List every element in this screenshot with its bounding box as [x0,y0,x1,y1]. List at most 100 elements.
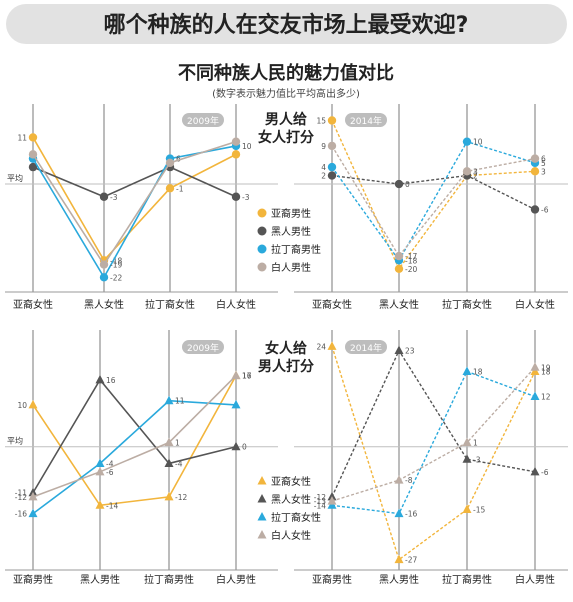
data-point [231,370,241,380]
data-label: 9 [321,142,326,151]
data-label: -3 [473,455,481,464]
data-point [28,508,38,518]
data-point [394,508,404,518]
data-label: 2 [321,172,326,181]
data-label: -20 [405,265,417,274]
data-point [327,116,337,125]
data-point [28,150,38,159]
data-label: -14 [106,501,118,510]
data-point [462,504,472,513]
category-tick-label: 拉丁裔男性 [144,573,194,586]
data-label: 1 [175,439,180,448]
data-label: 10 [242,142,252,151]
data-point [28,491,38,501]
data-point [28,162,38,172]
data-label: -12 [314,493,326,502]
data-label: -6 [106,468,114,477]
category-tick-label: 亚裔女性 [13,298,53,311]
data-label: 0 [405,180,410,189]
series-line [32,399,237,515]
series-line [331,366,536,502]
data-point [231,399,241,409]
data-label: -16 [405,510,417,519]
data-label: 17 [242,372,252,381]
legend-marker [257,226,267,236]
data-label: 23 [405,347,415,356]
data-label: 15 [316,116,326,125]
series-line [32,166,237,198]
data-point [530,167,540,176]
series-line [32,375,237,498]
average-label: 平均 [7,173,23,183]
data-label: 4 [321,163,326,172]
data-point [327,341,337,350]
category-tick-label: 黑人男性 [80,573,120,586]
category-tick-label: 亚裔男性 [312,573,352,586]
data-label: -4 [106,459,114,468]
data-point [394,345,404,355]
data-point [394,554,404,564]
data-label: 16 [242,372,252,381]
data-point [231,441,241,451]
chart-note: (数字表示魅力值比平均高出多少) [212,87,360,100]
series-line [32,375,237,507]
data-label: -14 [314,501,326,510]
data-label: -15 [473,505,485,514]
panel-label: 女人打分 [258,129,314,146]
data-label: -6 [541,205,549,214]
data-point [99,192,109,201]
legend-entry: 亚裔男性 [271,207,311,220]
title-bar [6,4,567,44]
legend-marker [257,530,267,539]
data-label: -11 [15,489,27,498]
data-point [99,273,109,282]
year-badge [345,113,387,127]
data-point [530,154,540,163]
category-tick-label: 白人男性 [216,573,256,586]
legend-marker [257,208,267,218]
series-line [32,137,237,262]
data-label: -12 [175,493,187,502]
data-point [394,179,404,189]
data-label: 3 [541,167,546,176]
data-point [95,500,105,509]
year-badge [345,340,387,354]
data-label: 6 [176,155,181,164]
data-label: 11 [17,133,27,142]
data-label: 1 [473,439,478,448]
data-point [530,391,540,401]
category-tick-label: 拉丁裔女性 [442,298,492,311]
year-badge-label: 2014年 [350,342,382,354]
category-tick-label: 黑人男性 [379,573,419,586]
data-label: -3 [242,193,250,202]
data-label: 16 [106,376,116,385]
data-point [28,399,38,409]
data-point [165,158,175,168]
year-badge-label: 2009年 [187,342,219,354]
data-point [462,437,472,447]
data-label: 2 [473,172,478,181]
category-tick-label: 黑人女性 [84,298,124,311]
year-badge [182,113,224,127]
series-line [32,140,237,267]
year-badge [182,340,224,354]
data-point [164,437,174,447]
data-point [394,475,404,484]
panel-label: 女人给 [265,340,307,357]
legend-entry: 拉丁裔男性 [271,243,321,256]
data-label: -22 [110,273,122,282]
legend-entry: 拉丁裔女性 [271,511,321,524]
data-label: 18 [541,367,551,376]
data-label: 3 [473,167,478,176]
data-label: -18 [110,256,122,265]
data-label: -27 [405,556,417,565]
panel-label: 男人打分 [258,358,314,375]
legend-marker [257,262,267,272]
series-line [331,120,536,271]
data-point [165,184,175,193]
data-point [164,458,174,467]
